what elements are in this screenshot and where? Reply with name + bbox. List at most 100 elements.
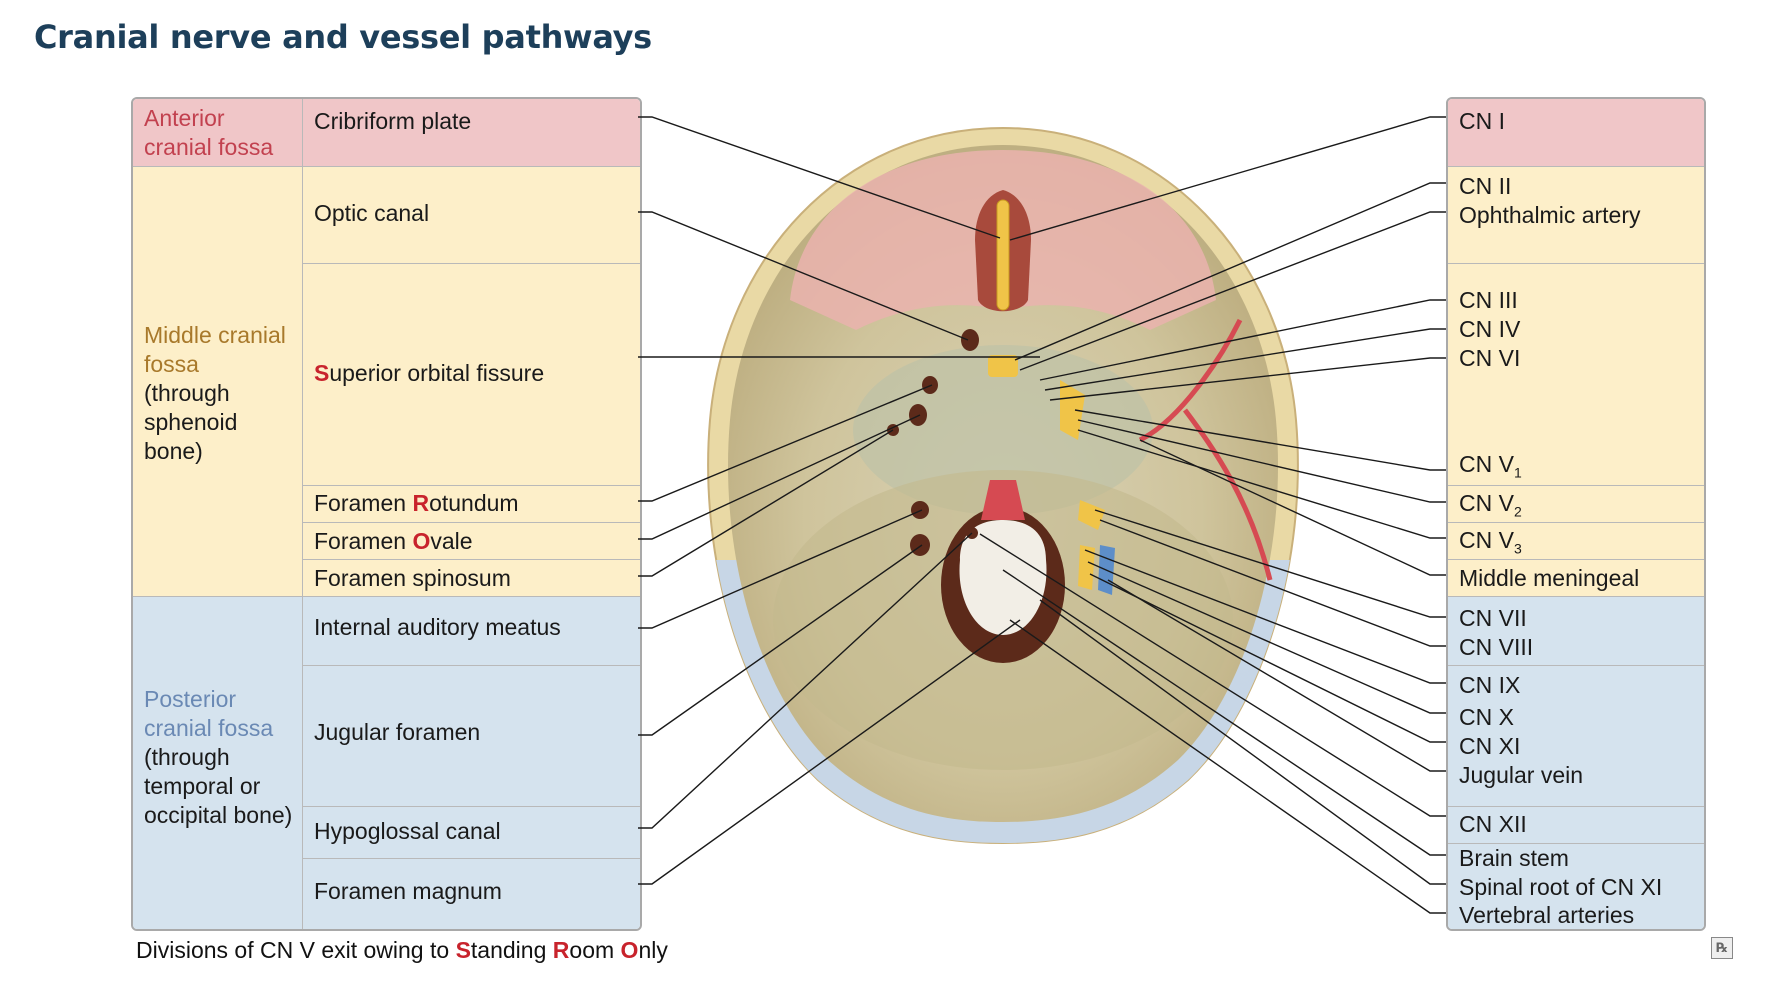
leader-line	[638, 211, 969, 341]
region-anterior-name: Anterior cranial fossa	[144, 105, 274, 160]
mnemonic-letter: O	[412, 528, 431, 554]
clivus	[981, 480, 1025, 520]
region-anterior: Anterior cranial fossa	[133, 99, 303, 166]
leader-line	[1009, 619, 1446, 914]
leader-line	[1002, 569, 1446, 856]
contents-row: Brain stem Spinal root of CN XI Vertebra…	[1448, 843, 1704, 929]
optic-chiasm	[988, 355, 1018, 377]
leader-line	[1039, 599, 1446, 885]
leader-line	[979, 533, 1446, 817]
contents-label: CN XII	[1459, 811, 1527, 837]
leader-line	[1084, 549, 1446, 684]
contents-row: CN IX CN X CN XI Jugular vein	[1448, 665, 1704, 806]
contents-label: CN IV	[1459, 316, 1521, 342]
leader-line	[1077, 419, 1446, 503]
contents-label: CN IX	[1459, 672, 1521, 698]
contents-label: CN X	[1459, 704, 1514, 730]
region-posterior: Posterior cranial fossa (through tempora…	[133, 596, 303, 929]
structure-label: uperior orbital fissure	[329, 360, 545, 386]
region-middle-name: Middle cranial fossa	[144, 322, 286, 377]
subscript: 3	[1513, 540, 1522, 557]
leader-line	[1099, 519, 1446, 647]
contents-label: Spinal root of CN XI	[1459, 874, 1663, 900]
leader-line	[638, 544, 923, 736]
structure-row: Hypoglossal canal	[303, 806, 640, 858]
leader-lines	[638, 116, 1446, 914]
foramina-table: Anterior cranial fossa Middle cranial fo…	[131, 97, 642, 931]
brain-stem	[959, 520, 1047, 635]
cn-ix-x-xi	[1078, 545, 1095, 590]
leader-line	[638, 116, 1001, 239]
structure-row: Optic canal	[303, 166, 640, 263]
contents-row: CN XII	[1448, 806, 1704, 843]
structure-row: Foramen magnum	[303, 858, 640, 929]
structure-row: Foramen Rotundum	[303, 485, 640, 522]
leader-line	[638, 619, 1021, 885]
leader-line	[1089, 573, 1446, 743]
page-title: Cranial nerve and vessel pathways	[34, 18, 652, 56]
contents-label: Vertebral arteries	[1459, 902, 1635, 928]
region-posterior-name: Posterior cranial fossa	[144, 686, 274, 741]
structure-label: Foramen magnum	[314, 878, 502, 904]
leader-line	[1044, 328, 1446, 391]
contents-label: CN V3	[1459, 527, 1522, 557]
structure-row: Foramen spinosum	[303, 559, 640, 596]
structure-label: Foramen	[314, 528, 413, 554]
optic-canal	[961, 329, 979, 351]
leader-line	[1039, 299, 1446, 381]
leader-line	[638, 384, 933, 502]
leader-line	[1094, 509, 1446, 618]
contents-row: CN I	[1448, 99, 1704, 166]
rx-logo-icon: ℞	[1711, 937, 1733, 959]
structure-label: Foramen spinosum	[314, 565, 511, 591]
subscript: 1	[1513, 464, 1522, 481]
contents-table: CN I CN II Ophthalmic artery CN III CN I…	[1446, 97, 1706, 931]
contents-row: CN V2	[1448, 485, 1704, 522]
leader-line	[1049, 357, 1446, 401]
cn-v-ganglion	[1060, 380, 1085, 440]
leader-line	[1014, 182, 1446, 361]
foramen-ovale	[909, 404, 927, 426]
olfactory-bulb	[996, 199, 1010, 311]
region-posterior-sub: (through temporal or occipital bone)	[144, 744, 293, 828]
contents-label: Jugular vein	[1459, 762, 1584, 788]
structure-label: Foramen	[314, 490, 413, 516]
contents-label: CN VI	[1459, 345, 1521, 371]
foramen-rotundum	[922, 376, 938, 394]
contents-row: CN V3	[1448, 522, 1704, 559]
middle-meningeal-artery	[1138, 318, 1273, 581]
contents-label: CN III	[1459, 287, 1518, 313]
internal-auditory-meatus	[911, 501, 929, 519]
region-middle: Middle cranial fossa (through sphenoid b…	[133, 166, 303, 596]
contents-row: CN II Ophthalmic artery	[1448, 166, 1704, 263]
contents-label: Brain stem	[1459, 845, 1569, 871]
leader-line	[638, 532, 973, 829]
subscript: 2	[1513, 503, 1522, 520]
structure-row: Superior orbital fissure	[303, 263, 640, 485]
leader-line	[1074, 409, 1446, 471]
structure-label: Optic canal	[314, 200, 430, 226]
mnemonic-footnote: Divisions of CN V exit owing to Standing…	[136, 937, 668, 963]
contents-label: CN V1	[1459, 451, 1522, 481]
cn-vii-viii	[1078, 500, 1105, 530]
structure-row: Foramen Ovale	[303, 522, 640, 559]
contents-label: CN I	[1459, 108, 1505, 134]
mnemonic-letter: S	[314, 360, 330, 386]
contents-label: CN VII	[1459, 605, 1527, 631]
contents-row: CN VII CN VIII	[1448, 596, 1704, 665]
region-middle-sub: (through sphenoid bone)	[144, 380, 238, 464]
contents-label: CN VIII	[1459, 634, 1534, 660]
structure-label: Jugular foramen	[314, 719, 481, 745]
jugular-foramen	[910, 534, 930, 556]
mnemonic-letter: R	[412, 490, 430, 516]
leader-line	[638, 429, 894, 577]
contents-label: CN II	[1459, 173, 1512, 199]
structure-label: Cribriform plate	[314, 108, 472, 134]
leader-line	[638, 509, 923, 629]
leader-line	[1107, 579, 1446, 772]
leader-line	[1139, 439, 1446, 576]
structure-row: Cribriform plate	[303, 99, 640, 166]
contents-label: CN V2	[1459, 490, 1522, 520]
leader-line	[1087, 561, 1446, 714]
